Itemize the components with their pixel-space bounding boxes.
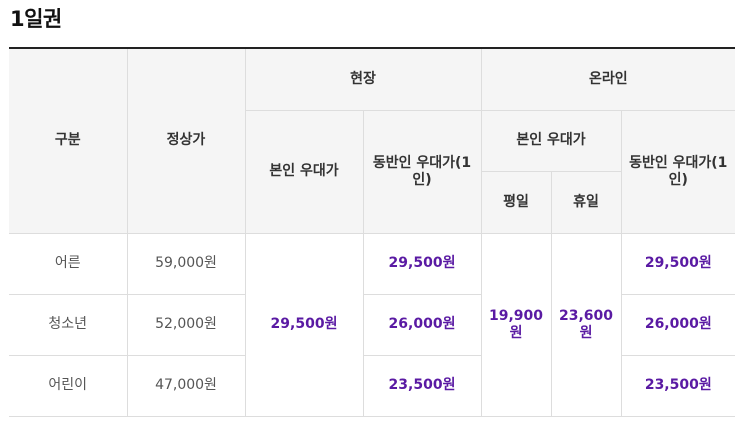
header-online-companion-discount: 동반인 우대가(1인) — [620, 109, 736, 234]
row-regular-price: 52,000원 — [126, 293, 246, 356]
row-online-companion-price: 26,000원 — [620, 293, 736, 356]
online-holiday-price: 23,600원 — [550, 232, 622, 417]
table-row: 청소년 52,000원 26,000원 26,000원 — [9, 293, 736, 356]
row-onsite-companion-price: 29,500원 — [362, 232, 482, 295]
row-category: 어린이 — [9, 354, 128, 417]
row-onsite-companion-price: 23,500원 — [362, 354, 482, 417]
header-onsite-companion-discount: 동반인 우대가(1인) — [362, 109, 482, 234]
table-row: 어린이 47,000원 23,500원 23,500원 — [9, 354, 736, 417]
row-onsite-companion-price: 26,000원 — [362, 293, 482, 356]
header-regular-price: 정상가 — [126, 47, 246, 234]
header-weekday: 평일 — [481, 170, 552, 234]
onsite-self-price: 29,500원 — [244, 232, 364, 417]
header-holiday: 휴일 — [550, 170, 622, 234]
row-category: 청소년 — [9, 293, 128, 356]
row-regular-price: 47,000원 — [126, 354, 246, 417]
header-onsite: 현장 — [244, 47, 482, 111]
header-online-self-discount: 본인 우대가 — [480, 109, 622, 172]
header-online: 온라인 — [480, 47, 736, 111]
row-online-companion-price: 29,500원 — [620, 232, 736, 295]
table-row: 어른 59,000원 29,500원 29,500원 19,900원 23,60… — [9, 232, 736, 417]
row-regular-price: 59,000원 — [126, 232, 246, 295]
row-category: 어른 — [9, 232, 128, 295]
price-table: 구분 정상가 현장 온라인 본인 우대가 동반인 우대가(1인) 본인 우대가 … — [9, 47, 736, 417]
header-category: 구분 — [9, 47, 128, 234]
page-title: 1일권 — [10, 7, 62, 31]
header-onsite-self-discount: 본인 우대가 — [245, 109, 364, 234]
online-weekday-price: 19,900원 — [480, 232, 552, 417]
row-online-companion-price: 23,500원 — [620, 354, 736, 417]
